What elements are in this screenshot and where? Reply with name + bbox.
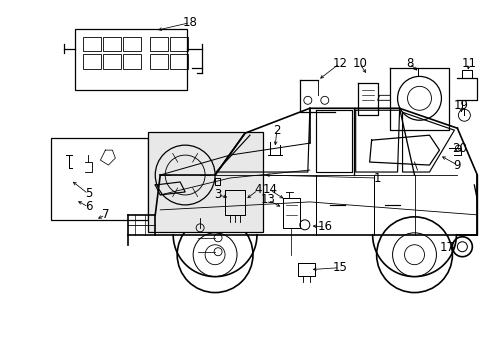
Text: 10: 10 [351,57,366,70]
Text: 9: 9 [453,158,460,172]
Text: 4: 4 [254,184,261,197]
Text: 14: 14 [262,184,277,197]
Text: 2: 2 [273,124,280,137]
Text: 7: 7 [102,208,109,221]
Text: 12: 12 [331,57,346,70]
Text: 1: 1 [373,171,381,185]
Text: 8: 8 [405,57,412,70]
Text: 17: 17 [439,241,454,254]
Text: 15: 15 [332,261,346,274]
Text: 3: 3 [214,188,222,202]
Text: 20: 20 [451,141,466,155]
Text: 18: 18 [183,16,197,29]
Text: 11: 11 [461,57,476,70]
Text: 6: 6 [84,201,92,213]
Text: 16: 16 [317,220,331,233]
Polygon shape [148,132,263,232]
Text: 19: 19 [453,99,468,112]
Text: 5: 5 [84,188,92,201]
Text: 13: 13 [260,193,275,206]
